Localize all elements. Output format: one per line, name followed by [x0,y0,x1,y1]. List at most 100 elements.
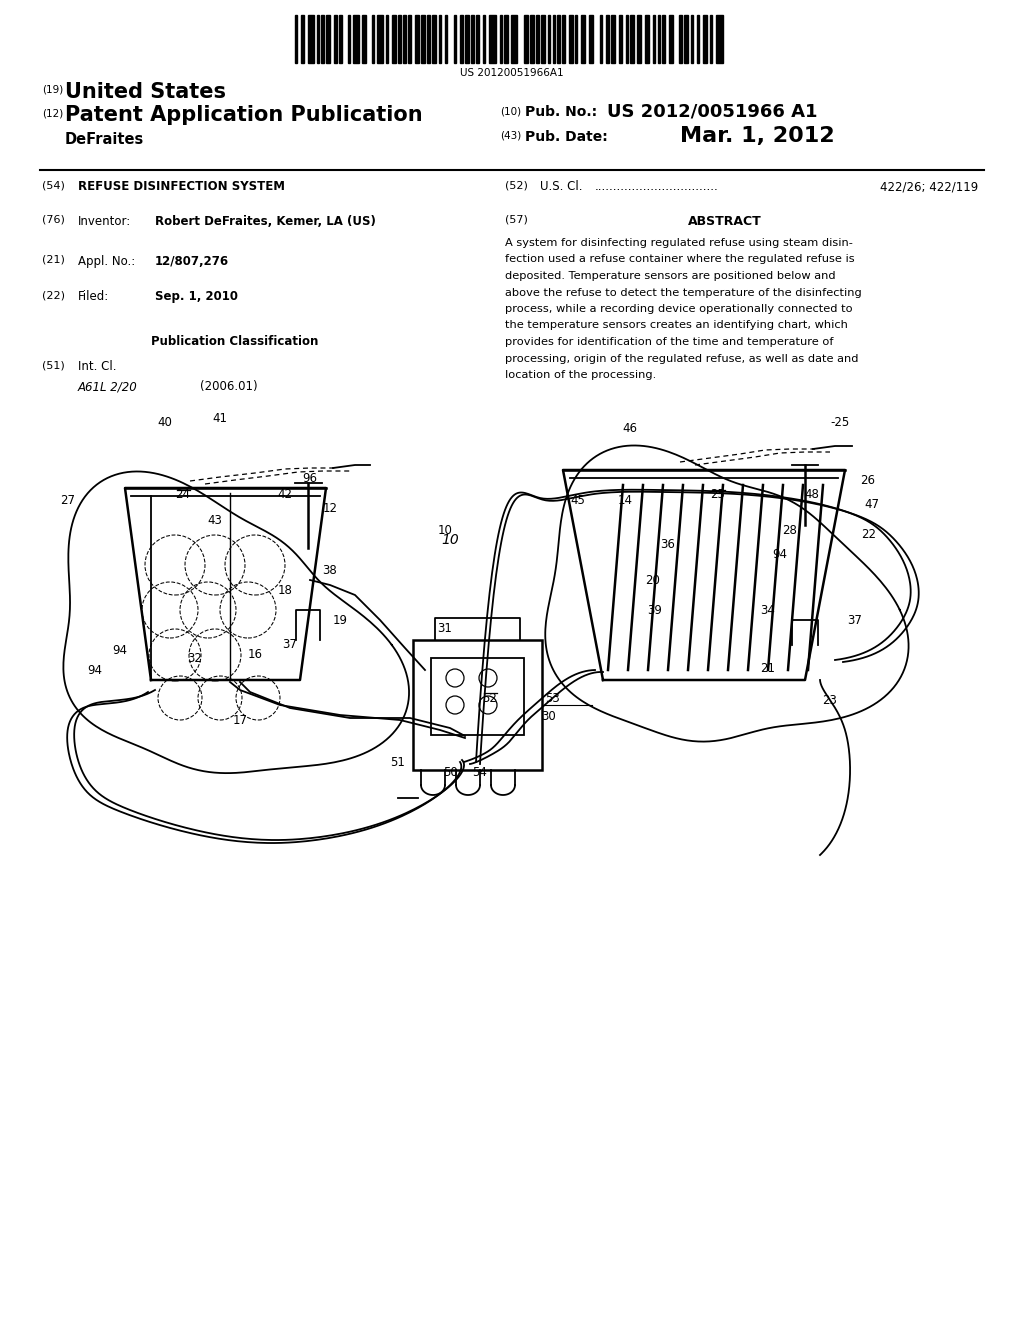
Bar [631,15,634,63]
Bar [557,15,560,63]
Text: deposited. Temperature sensors are positioned below and: deposited. Temperature sensors are posit… [505,271,836,281]
Bar [377,15,383,63]
Text: 422/26; 422/119: 422/26; 422/119 [880,180,978,193]
Bar [575,15,578,63]
Bar [637,15,641,63]
Text: 31: 31 [437,622,453,635]
Text: 27: 27 [60,494,76,507]
Text: 22: 22 [861,528,877,541]
Bar [553,15,555,63]
Text: 43: 43 [208,513,222,527]
Text: DeFraites: DeFraites [65,132,144,147]
Bar [322,15,324,63]
Bar [409,15,411,63]
Text: above the refuse to detect the temperature of the disinfecting: above the refuse to detect the temperatu… [505,288,862,297]
Bar [398,15,400,63]
Bar [500,15,502,63]
Bar [361,15,366,63]
Bar [620,15,622,63]
Bar [582,15,586,63]
Bar [611,15,615,63]
Bar [542,15,546,63]
Bar [327,15,331,63]
Text: 40: 40 [158,416,172,429]
Text: 96: 96 [302,471,317,484]
Text: 26: 26 [860,474,876,487]
Bar [482,15,485,63]
Text: 20: 20 [645,573,660,586]
Bar [663,15,665,63]
Bar [339,15,342,63]
Text: United States: United States [65,82,226,102]
Text: .................................: ................................. [595,180,719,193]
Text: 18: 18 [278,583,293,597]
Bar [295,15,297,63]
Text: -25: -25 [830,416,850,429]
Bar [523,15,527,63]
Text: 12: 12 [323,502,338,515]
Text: 16: 16 [248,648,262,661]
Bar [489,15,496,63]
Text: Appl. No.:: Appl. No.: [78,255,135,268]
Bar [679,15,682,63]
Bar [438,15,441,63]
Bar [431,657,524,735]
Bar [697,15,699,63]
Text: 25: 25 [711,488,725,502]
Text: Int. Cl.: Int. Cl. [78,360,117,374]
Bar [669,15,673,63]
Text: process, while a recording device operationally connected to: process, while a recording device operat… [505,304,853,314]
Text: location of the processing.: location of the processing. [505,370,656,380]
Text: 17: 17 [232,714,248,726]
Bar [606,15,608,63]
Text: 36: 36 [660,539,676,552]
Bar [454,15,457,63]
Text: 30: 30 [542,710,556,722]
Text: Patent Application Publication: Patent Application Publication [65,106,423,125]
Bar [316,15,319,63]
Text: REFUSE DISINFECTION SYSTEM: REFUSE DISINFECTION SYSTEM [78,180,285,193]
Text: 53: 53 [545,692,559,705]
Text: Sep. 1, 2010: Sep. 1, 2010 [155,290,238,304]
Text: 12/807,276: 12/807,276 [155,255,229,268]
Text: (10): (10) [500,107,521,117]
Text: Pub. No.:: Pub. No.: [525,106,597,119]
Text: Filed:: Filed: [78,290,110,304]
Text: (19): (19) [42,84,63,95]
Text: 94: 94 [772,549,787,561]
Text: (57): (57) [505,215,528,224]
Bar [465,15,469,63]
Text: 45: 45 [570,494,586,507]
Text: (2006.01): (2006.01) [200,380,258,393]
Text: 48: 48 [805,488,819,502]
Bar [403,15,406,63]
Bar [548,15,550,63]
Text: 47: 47 [864,499,880,511]
Bar [626,15,628,63]
Text: 32: 32 [187,652,203,664]
Bar [710,15,712,63]
Text: 42: 42 [278,488,293,502]
Text: 10: 10 [441,533,459,546]
Text: 37: 37 [848,614,862,627]
Text: Inventor:: Inventor: [78,215,131,228]
Bar [308,15,314,63]
Text: 14: 14 [617,494,633,507]
Bar [562,15,564,63]
Bar [415,15,419,63]
Text: 51: 51 [390,755,406,768]
Bar [530,15,535,63]
Bar [348,15,350,63]
Text: (52): (52) [505,180,528,190]
Text: 21: 21 [761,661,775,675]
Bar [684,15,688,63]
Text: 38: 38 [323,564,337,577]
Text: 23: 23 [822,693,838,706]
Text: US 20120051966A1: US 20120051966A1 [460,69,564,78]
Text: Robert DeFraites, Kemer, LA (US): Robert DeFraites, Kemer, LA (US) [155,215,376,228]
Text: 94: 94 [87,664,102,676]
Text: 34: 34 [761,603,775,616]
Text: Publication Classification: Publication Classification [152,335,318,348]
Text: (21): (21) [42,255,65,265]
Text: (43): (43) [500,129,521,140]
